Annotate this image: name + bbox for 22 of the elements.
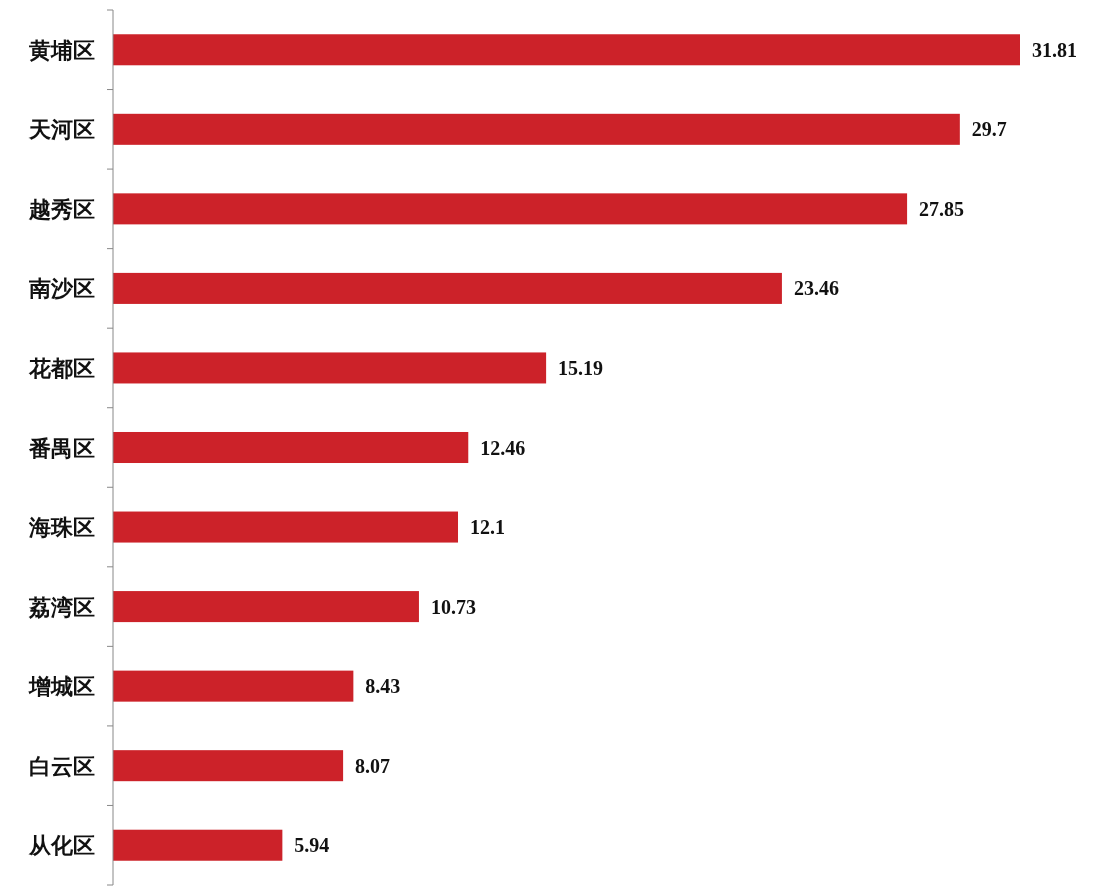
y-tick-label: 南沙区	[28, 276, 95, 302]
y-tick-label: 从化区	[28, 833, 95, 859]
y-tick-label: 荔湾区	[28, 594, 95, 620]
data-label: 23.46	[793, 277, 839, 300]
y-tick-label: 番禺区	[28, 435, 95, 461]
data-label: 15.19	[558, 356, 604, 379]
data-label: 27.85	[919, 197, 965, 220]
y-tick-label: 白云区	[29, 753, 95, 779]
data-label: 5.94	[294, 834, 330, 857]
data-label: 12.1	[470, 516, 506, 539]
y-tick-label: 黄埔区	[28, 37, 95, 63]
y-tick-label: 天河区	[28, 117, 95, 143]
data-label: 10.73	[430, 595, 476, 618]
y-tick-label: 越秀区	[28, 196, 95, 222]
y-tick-label: 海珠区	[28, 515, 95, 541]
data-label: 8.43	[365, 675, 401, 698]
y-tick-label: 增城区	[28, 674, 95, 700]
data-label: 8.07	[355, 754, 391, 777]
data-label: 31.81	[1032, 38, 1077, 61]
data-label: 29.7	[971, 118, 1007, 141]
y-tick-label: 花都区	[28, 355, 95, 381]
data-label: 12.46	[480, 436, 526, 459]
